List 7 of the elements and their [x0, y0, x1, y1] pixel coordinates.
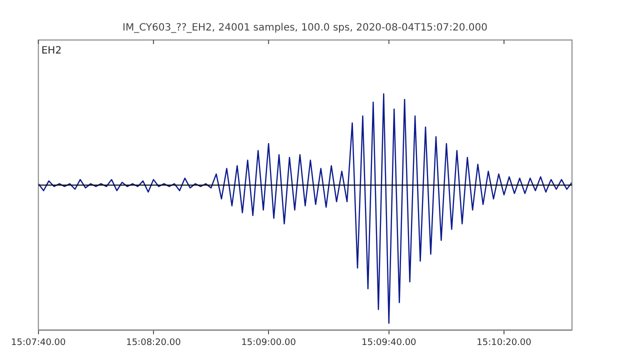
x-tick-label: 15:10:20.00	[476, 338, 532, 348]
text: EH2	[41, 46, 62, 57]
chart-title: IM_CY603_??_EH2, 24001 samples, 100.0 sps, 2020-08-04T15:07:20.000	[122, 22, 488, 34]
x-tick-label: 15:09:40.00	[362, 338, 417, 348]
x-tick-label: 15:09:00.00	[241, 338, 296, 348]
x-tick-label: 15:08:20.00	[126, 338, 182, 348]
x-tick-label: 15:07:40.00	[11, 338, 66, 348]
